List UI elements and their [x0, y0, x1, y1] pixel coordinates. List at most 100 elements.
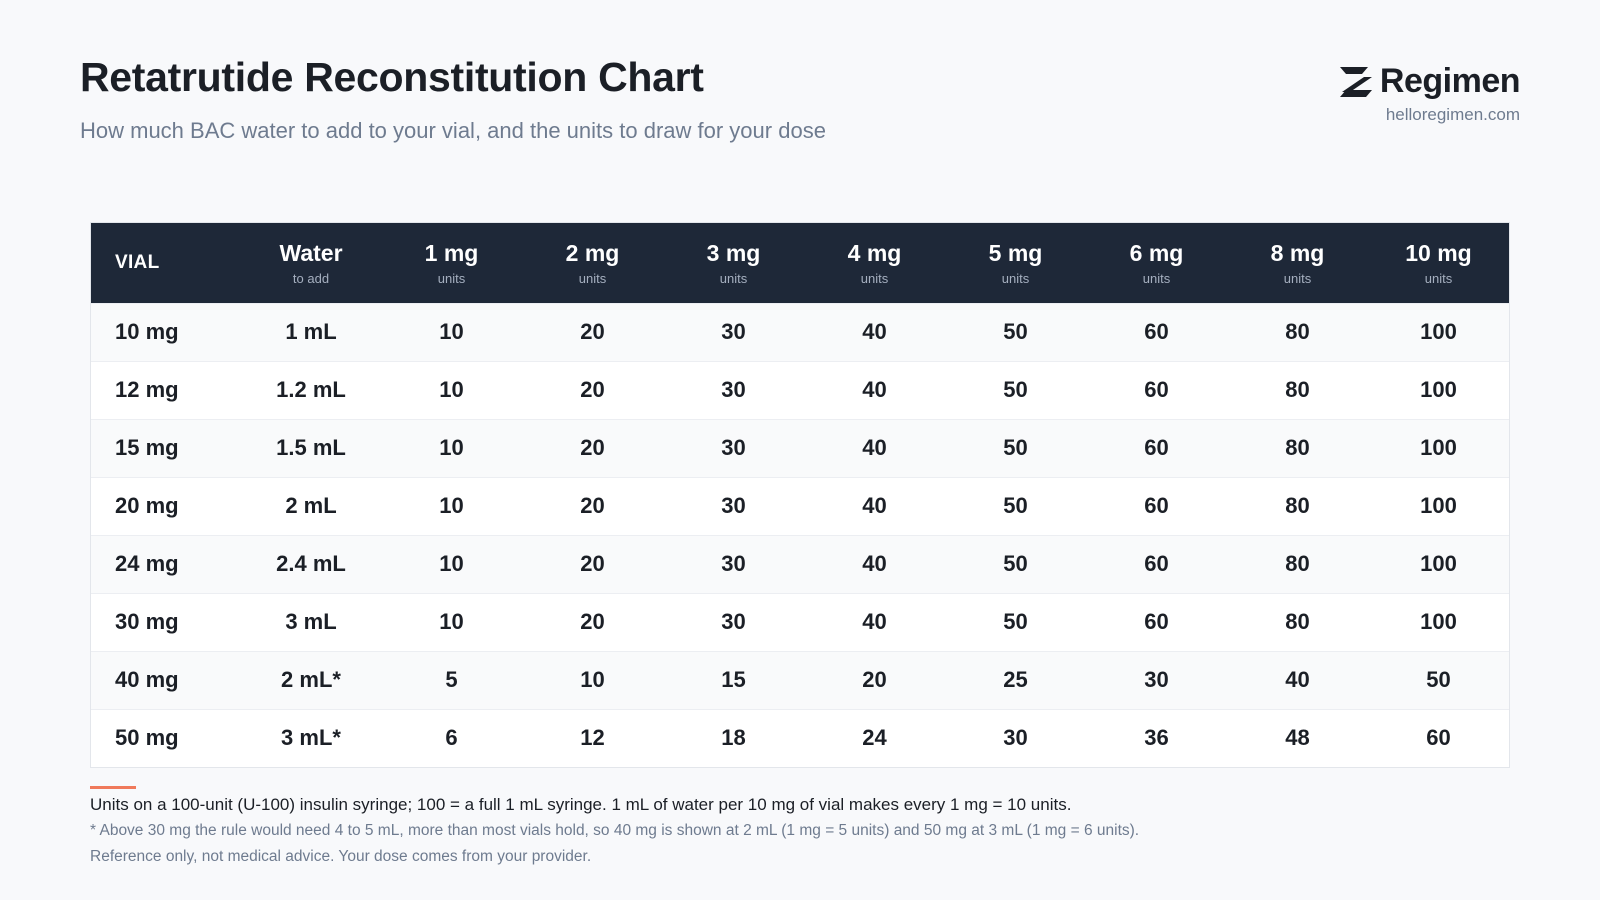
- units-cell: 10: [439, 377, 464, 402]
- column-header-label: 3 mg: [706, 239, 761, 266]
- units-cell: 20: [580, 377, 605, 402]
- reconstitution-table-wrapper: VIAL Water to add 1 mg units 2 mg units 3 mg uni…: [90, 222, 1510, 768]
- column-header: 1 mg units: [381, 223, 522, 303]
- units-cell: 20: [580, 493, 605, 518]
- units-cell: 30: [721, 435, 746, 460]
- units-cell: 24: [862, 725, 887, 751]
- water-cell: 2.4 mL: [276, 551, 346, 576]
- table-row: 15 mg 1.5 mL 10 20 30 40 50 60 80 100: [91, 419, 1509, 477]
- column-header-sublabel: units: [437, 270, 466, 286]
- vial-cell: 20 mg: [115, 493, 179, 518]
- units-cell: 10: [439, 609, 464, 634]
- vial-cell: 15 mg: [115, 435, 179, 460]
- units-cell: 20: [580, 319, 605, 344]
- table-header-row: VIAL Water to add 1 mg units 2 mg units 3 mg uni…: [91, 223, 1509, 303]
- table-body: 10 mg 1 mL 10 20 30 40 50 60 80 100 12 mg 1.2 mL 10 2…: [91, 303, 1509, 767]
- units-cell: 60: [1426, 725, 1451, 751]
- units-cell: 10: [439, 319, 464, 344]
- page-subtitle: How much BAC water to add to your vial, …: [80, 118, 826, 143]
- units-cell: 20: [580, 609, 605, 634]
- units-cell: 30: [721, 319, 746, 344]
- water-cell: 2 mL: [285, 493, 337, 518]
- column-header-label: 1 mg: [424, 239, 479, 266]
- column-header: 8 mg units: [1227, 223, 1368, 303]
- column-header: 3 mg units: [663, 223, 804, 303]
- units-cell: 50: [1426, 667, 1451, 692]
- brand-row: Regimen: [1320, 62, 1521, 101]
- units-cell: 40: [1285, 667, 1310, 692]
- units-cell: 30: [721, 551, 746, 576]
- units-cell: 40: [862, 551, 887, 576]
- column-header-label: 2 mg: [565, 239, 620, 266]
- units-cell: 5: [445, 667, 458, 692]
- vial-cell: 50 mg: [115, 725, 179, 751]
- units-cell: 40: [862, 319, 887, 344]
- water-cell: 3 mL*: [281, 725, 341, 751]
- column-header: 4 mg units: [804, 223, 945, 303]
- units-cell: 30: [1003, 725, 1028, 751]
- column-header-sublabel: units: [1001, 270, 1030, 286]
- units-cell: 100: [1420, 319, 1457, 344]
- units-cell: 30: [721, 377, 746, 402]
- units-cell: 100: [1420, 435, 1457, 460]
- units-cell: 20: [580, 435, 605, 460]
- units-cell: 100: [1420, 377, 1457, 402]
- column-header-sublabel: units: [860, 270, 889, 286]
- units-cell: 60: [1144, 551, 1169, 576]
- units-cell: 100: [1420, 551, 1457, 576]
- units-cell: 50: [1003, 609, 1028, 634]
- water-cell: 1 mL: [285, 319, 337, 344]
- units-cell: 40: [862, 377, 887, 402]
- page-title: Retatrutide Reconstitution Chart: [80, 54, 704, 100]
- water-cell: 3 mL: [285, 609, 337, 634]
- units-cell: 100: [1420, 493, 1457, 518]
- units-cell: 60: [1144, 377, 1169, 402]
- units-cell: 20: [862, 667, 887, 692]
- units-cell: 15: [721, 667, 746, 692]
- units-cell: 48: [1285, 725, 1310, 751]
- units-cell: 12: [580, 725, 605, 751]
- reconstitution-table: VIAL Water to add 1 mg units 2 mg units 3 mg uni…: [91, 223, 1509, 767]
- column-header: 5 mg units: [945, 223, 1086, 303]
- units-cell: 60: [1144, 319, 1169, 344]
- units-cell: 25: [1003, 667, 1028, 692]
- units-cell: 100: [1420, 609, 1457, 634]
- units-cell: 36: [1144, 725, 1169, 751]
- vial-cell: 40 mg: [115, 667, 179, 692]
- column-header-label: 6 mg: [1129, 239, 1184, 266]
- units-cell: 20: [580, 551, 605, 576]
- disclaimer: Reference only, not medical advice. Your…: [90, 848, 592, 865]
- units-cell: 10: [439, 551, 464, 576]
- units-cell: 60: [1144, 609, 1169, 634]
- table-row: 40 mg 2 mL* 5 10 15 20 25 30 40 50: [91, 651, 1509, 709]
- table-row: 20 mg 2 mL 10 20 30 40 50 60 80 100: [91, 477, 1509, 535]
- table-row: 12 mg 1.2 mL 10 20 30 40 50 60 80 100: [91, 361, 1509, 419]
- water-cell: 1.2 mL: [276, 377, 346, 402]
- units-cell: 60: [1144, 435, 1169, 460]
- units-cell: 40: [862, 435, 887, 460]
- brand: Regimen helloregimen.com: [1320, 62, 1521, 125]
- column-header: Water to add: [241, 223, 381, 303]
- units-cell: 40: [862, 609, 887, 634]
- units-cell: 80: [1285, 319, 1310, 344]
- vial-cell: 30 mg: [115, 609, 179, 634]
- column-header-label: 5 mg: [988, 239, 1043, 266]
- regimen-logo-icon: [1339, 66, 1372, 97]
- vial-cell: 24 mg: [115, 551, 179, 576]
- units-cell: 50: [1003, 493, 1028, 518]
- column-header-sublabel: units: [578, 270, 607, 286]
- table-row: 10 mg 1 mL 10 20 30 40 50 60 80 100: [91, 303, 1509, 361]
- units-cell: 10: [580, 667, 605, 692]
- units-note: Units on a 100-unit (U-100) insulin syri…: [90, 795, 1072, 814]
- brand-url: helloregimen.com: [1385, 105, 1520, 124]
- column-header-label: 10 mg: [1405, 239, 1472, 266]
- units-cell: 10: [439, 435, 464, 460]
- column-header: 2 mg units: [522, 223, 663, 303]
- column-header-label: Water: [279, 239, 343, 266]
- units-cell: 50: [1003, 551, 1028, 576]
- column-header-sublabel: units: [1142, 270, 1171, 286]
- units-cell: 80: [1285, 493, 1310, 518]
- units-cell: 80: [1285, 609, 1310, 634]
- units-cell: 50: [1003, 377, 1028, 402]
- accent-divider: [90, 786, 136, 789]
